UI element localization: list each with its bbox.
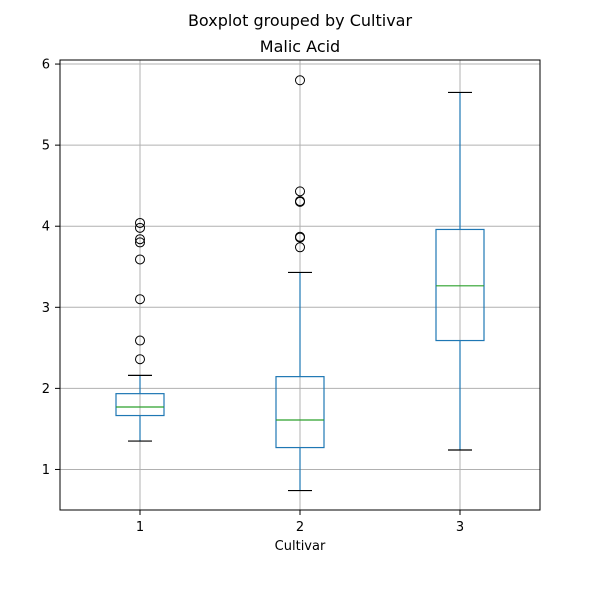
y-tick-label: 4 <box>42 220 50 235</box>
box-body <box>435 228 485 342</box>
outlier-point <box>135 217 145 228</box>
y-tick-label: 3 <box>42 301 50 316</box>
x-tick-label: 2 <box>296 520 304 535</box>
chart-title: Boxplot grouped by Cultivar <box>188 11 413 30</box>
outlier-point <box>135 294 145 305</box>
y-tick-label: 1 <box>42 463 50 478</box>
y-tick-label: 6 <box>42 58 50 73</box>
outlier-point <box>135 222 145 233</box>
outlier-point <box>295 242 305 253</box>
box-body <box>275 376 325 449</box>
outlier-point <box>295 196 305 207</box>
box-group-1 <box>115 217 165 442</box>
outlier-point <box>295 231 305 242</box>
plot-area <box>115 75 485 492</box>
x-tick-label: 3 <box>456 520 464 535</box>
y-tick-label: 5 <box>42 139 50 154</box>
y-tick-label: 2 <box>42 382 50 397</box>
outlier-point <box>135 354 145 365</box>
x-tick-label: 1 <box>136 520 144 535</box>
outlier-point <box>295 186 305 197</box>
outlier-point <box>295 75 305 86</box>
outlier-point <box>135 237 145 248</box>
outlier-point <box>135 335 145 346</box>
chart-subtitle: Malic Acid <box>260 37 340 56</box>
axes: 1 2 3 4 5 6 1 2 3 <box>42 58 541 535</box>
outlier-point <box>135 254 145 265</box>
x-axis-label: Cultivar <box>275 539 326 554</box>
box-group-3 <box>435 91 485 451</box>
box-body <box>115 393 165 417</box>
box-group-2 <box>275 75 325 492</box>
outlier-point <box>135 234 145 245</box>
